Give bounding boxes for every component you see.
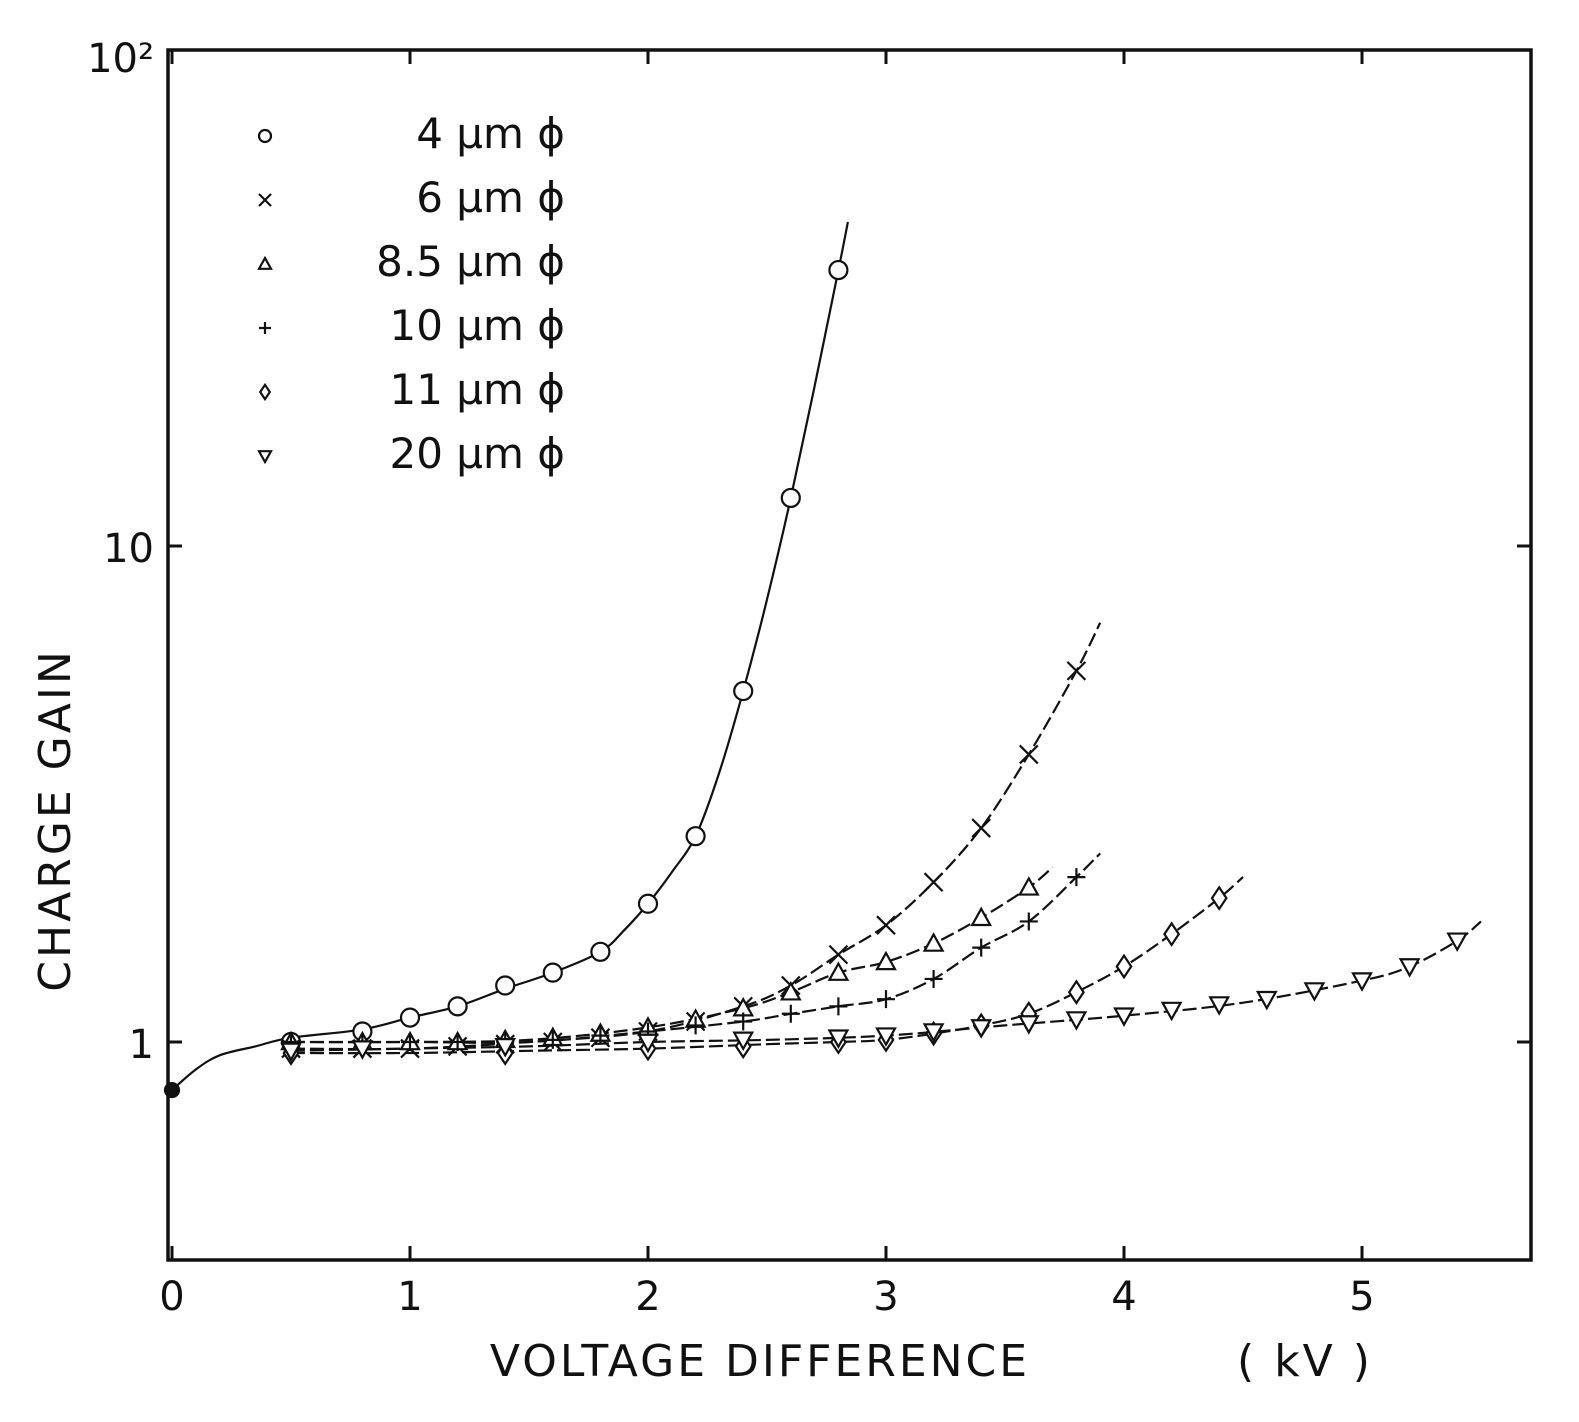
data-point-triangle-up (970, 906, 993, 927)
data-point-triangle-down (1017, 1015, 1040, 1035)
data-point-circle (257, 128, 273, 144)
data-point-plus (781, 1004, 800, 1023)
data-point-plus (591, 1026, 610, 1045)
data-point-x (1019, 744, 1039, 765)
data-point-triangle-down (351, 1040, 374, 1060)
series-line (290, 920, 1482, 1052)
data-point-triangle-down (494, 1038, 517, 1058)
data-point-circle (495, 975, 516, 996)
legend-label: 8.5 μm ϕ (376, 237, 565, 286)
data-point-plus (1019, 912, 1038, 931)
data-point-plus (686, 1016, 705, 1035)
x-tick-label: 0 (159, 1274, 184, 1320)
series-line (290, 876, 1244, 1055)
data-point-plus (734, 1012, 753, 1031)
data-point-circle (685, 826, 706, 847)
data-point-triangle-down (1303, 982, 1326, 1002)
series-line (171, 221, 849, 1091)
legend-entry: 8.5 μm ϕ (257, 237, 565, 286)
x-tick-label: 5 (1349, 1274, 1374, 1320)
y-tick-label: 10 (103, 526, 154, 572)
data-point-triangle-down (1160, 1001, 1183, 1022)
data-point-circle (590, 941, 611, 962)
legend-entry: 4 μm ϕ (257, 109, 565, 158)
data-point-x (876, 915, 896, 935)
legend-label: 11 μm ϕ (390, 365, 566, 414)
data-point-triangle-down (1208, 996, 1231, 1016)
data-point-circle (399, 1007, 421, 1028)
legend-entry: 20 μm ϕ (257, 429, 566, 478)
data-point-x (923, 872, 944, 892)
legend-entry: 10 μm ϕ (259, 301, 565, 350)
series-markers (163, 259, 1469, 1099)
data-point-plus (1067, 868, 1086, 887)
data-point-triangle-down (827, 1029, 850, 1049)
x-tick-label: 4 (1111, 1274, 1136, 1320)
legend-entry: 6 μm ϕ (258, 173, 565, 222)
x-axis-unit: ( kV ) (1237, 1336, 1373, 1387)
legend-label: 10 μm ϕ (390, 301, 566, 350)
data-point-triangle-down (1065, 1011, 1088, 1031)
data-point-triangle-up (1017, 876, 1040, 896)
data-point-x (828, 944, 849, 965)
data-point-triangle-down (280, 1042, 302, 1063)
data-point-triangle-down (1398, 958, 1421, 978)
y-tick-label: 10² (87, 36, 154, 82)
legend-label: 20 μm ϕ (390, 429, 566, 478)
plot-frame (166, 48, 1533, 1262)
x-tick-label: 1 (397, 1274, 422, 1320)
data-point-triangle-down (922, 1023, 945, 1043)
data-point-triangle-down (257, 450, 273, 465)
data-point-circle (733, 680, 754, 702)
data-point-plus (972, 938, 991, 957)
data-point-plus (448, 1033, 467, 1051)
data-point-triangle-up (827, 961, 850, 981)
data-point-triangle-down (637, 1033, 659, 1054)
series-curves (171, 221, 1482, 1091)
data-point-triangle-up (875, 950, 897, 971)
x-tick-label: 2 (635, 1274, 660, 1320)
data-point-triangle-down (1255, 990, 1278, 1011)
data-point-triangle-down (1446, 932, 1469, 953)
y-axis: 1 10 10² (87, 36, 1531, 1068)
data-point-triangle-down (970, 1019, 993, 1039)
data-point-circle (637, 893, 659, 914)
data-point-plus (877, 990, 895, 1009)
data-point-triangle-up (257, 255, 273, 270)
origin-point (163, 1081, 181, 1099)
data-point-circle (828, 259, 849, 281)
legend-label: 6 μm ϕ (416, 173, 565, 222)
data-point-x (1066, 661, 1087, 681)
x-axis-label: VOLTAGE DIFFERENCE (490, 1336, 1030, 1387)
data-point-triangle-down (1113, 1007, 1135, 1027)
data-point-plus (543, 1030, 562, 1049)
data-point-triangle-down (875, 1027, 897, 1047)
x-axis: 0 1 2 3 4 5 (159, 50, 1375, 1320)
legend-label: 4 μm ϕ (416, 109, 565, 158)
data-point-x (258, 193, 272, 207)
data-point-triangle-down (1351, 972, 1373, 992)
data-point-plus (924, 969, 943, 988)
x-tick-label: 3 (873, 1274, 898, 1320)
data-point-circle (447, 996, 468, 1017)
data-point-diamond (1115, 953, 1133, 980)
data-point-diamond (1067, 979, 1085, 1005)
data-point-plus (401, 1033, 419, 1051)
y-axis-label: CHARGE GAIN (30, 648, 81, 991)
data-point-diamond (1210, 885, 1228, 911)
data-point-triangle-up (779, 980, 802, 1001)
data-point-triangle-down (732, 1031, 755, 1052)
data-point-diamond (1163, 921, 1181, 947)
legend: 4 μm ϕ 6 μm ϕ 8.5 μm ϕ 10 μm ϕ 11 μm ϕ 20 μm … (257, 109, 566, 478)
y-tick-label: 1 (129, 1022, 154, 1068)
data-point-plus (259, 322, 271, 334)
data-point-x (971, 818, 991, 838)
data-point-circle (780, 487, 801, 509)
data-point-plus (829, 997, 848, 1016)
data-point-diamond (258, 382, 272, 402)
legend-entry: 11 μm ϕ (258, 365, 566, 414)
data-point-triangle-up (922, 932, 945, 952)
data-point-circle (542, 962, 563, 983)
